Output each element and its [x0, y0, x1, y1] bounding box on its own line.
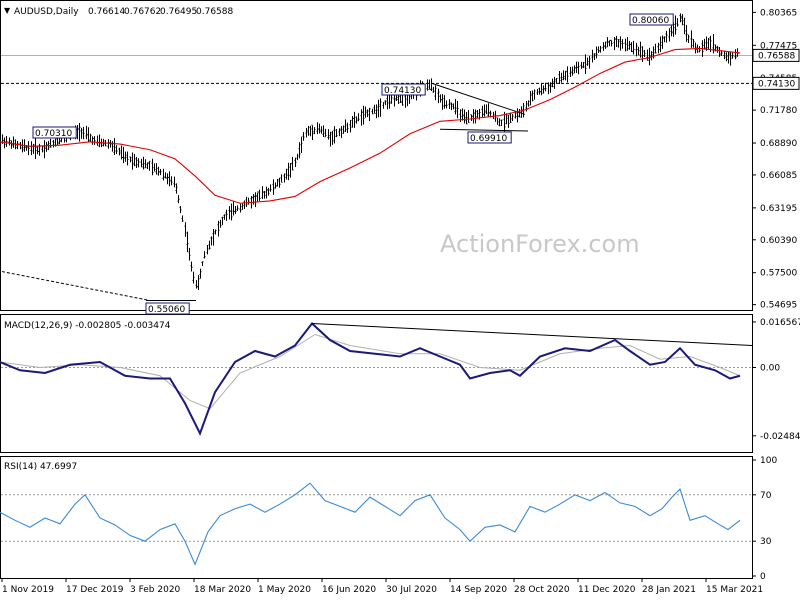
rsi-y-tick-label: 100 — [760, 456, 777, 466]
y-tick-label: 0.77475 — [760, 41, 797, 51]
macd-y-tick-label: 0.00 — [760, 364, 780, 374]
macd-y-tick-label: -0.02484 — [760, 432, 800, 442]
annotation-label: 0.70310 — [35, 129, 72, 139]
annotation-label-box — [467, 131, 512, 144]
x-tick-label: 1 May 2020 — [258, 585, 311, 595]
annotation-label: 0.55060 — [148, 305, 185, 315]
macd-y-tick-label: 0.016567 — [760, 318, 800, 328]
x-tick-label: 15 Mar 2021 — [706, 585, 763, 595]
main-panel-frame — [0, 0, 753, 311]
rsi-y-tick-label: 0 — [760, 572, 766, 582]
last-price-tag: 0.76588 — [758, 51, 795, 61]
annotation-label: 0.74130 — [384, 86, 421, 96]
price-plot: 0.70310 0.55060 0.74130 0.69910 0.80060 — [0, 13, 752, 315]
macd-signal-line — [0, 333, 741, 410]
support-tag: 0.74130 — [758, 79, 795, 89]
ohlc-open: 0.76614 — [88, 7, 125, 17]
macd-trendline — [311, 323, 753, 346]
x-tick-label: 14 Sep 2020 — [450, 585, 507, 595]
last-price-tag-box — [752, 48, 800, 62]
trendline-low — [1, 271, 151, 301]
y-tick-label: 0.60390 — [760, 236, 797, 246]
x-tick-label: 3 Feb 2020 — [130, 585, 181, 595]
annotation-label-box — [32, 126, 77, 139]
moving-average-line — [0, 47, 741, 204]
ohlc-close: 0.76588 — [196, 7, 233, 17]
watermark: ActionForex.com — [440, 230, 640, 258]
ohlc-high: 0.76762 — [124, 7, 161, 17]
y-tick-label: 0.80365 — [760, 8, 797, 18]
triangle-upper-line — [431, 82, 526, 115]
x-tick-label: 16 Jun 2020 — [322, 585, 376, 595]
symbol-dropdown-icon[interactable]: ▼ — [4, 6, 11, 15]
macd-panel-frame — [0, 314, 753, 453]
annotation-label-box — [629, 13, 674, 26]
macd-plot — [0, 322, 753, 437]
support-tag-box — [752, 76, 800, 90]
y-tick-label: 0.71780 — [760, 106, 797, 116]
annotation-label-box — [145, 302, 190, 315]
symbol-label: AUDUSD,Daily — [14, 7, 79, 17]
y-tick-label: 0.68890 — [760, 139, 797, 149]
ohlc-low: 0.76495 — [160, 7, 197, 17]
rsi-y-tick-label: 70 — [760, 491, 772, 501]
x-tick-label: 30 Jul 2020 — [386, 585, 437, 595]
y-tick-label: 0.63195 — [760, 204, 797, 214]
annotation-label-box — [381, 83, 426, 96]
macd-line — [0, 322, 741, 437]
annotation-label: 0.69910 — [470, 134, 507, 144]
rsi-y-tick-label: 30 — [760, 537, 772, 547]
x-axis-labels: 1 Nov 2019 17 Dec 2019 3 Feb 2020 18 Mar 20… — [1, 578, 763, 595]
y-axis-labels: 0.803650.774750.745850.717800.688900.660… — [752, 8, 800, 582]
x-tick-label: 1 Nov 2019 — [2, 585, 54, 595]
x-tick-label: 28 Jan 2021 — [642, 585, 696, 595]
rsi-line — [0, 482, 741, 566]
triangle-lower-line — [439, 128, 529, 132]
annotation-label: 0.80060 — [632, 16, 669, 26]
y-tick-label: 0.57500 — [760, 269, 797, 279]
rsi-panel-frame — [0, 456, 753, 579]
y-tick-label: 0.66085 — [760, 171, 797, 181]
y-tick-label: 0.54695 — [760, 301, 797, 311]
macd-label: MACD(12,26,9) -0.002805 -0.003474 — [4, 321, 171, 331]
x-tick-label: 18 Mar 2020 — [194, 585, 251, 595]
rsi-plot — [0, 482, 752, 566]
x-tick-label: 28 Oct 2020 — [514, 585, 570, 595]
rsi-label: RSI(14) 47.6997 — [4, 462, 77, 472]
x-tick-label: 11 Dec 2020 — [578, 585, 636, 595]
x-tick-label: 17 Dec 2019 — [66, 585, 124, 595]
